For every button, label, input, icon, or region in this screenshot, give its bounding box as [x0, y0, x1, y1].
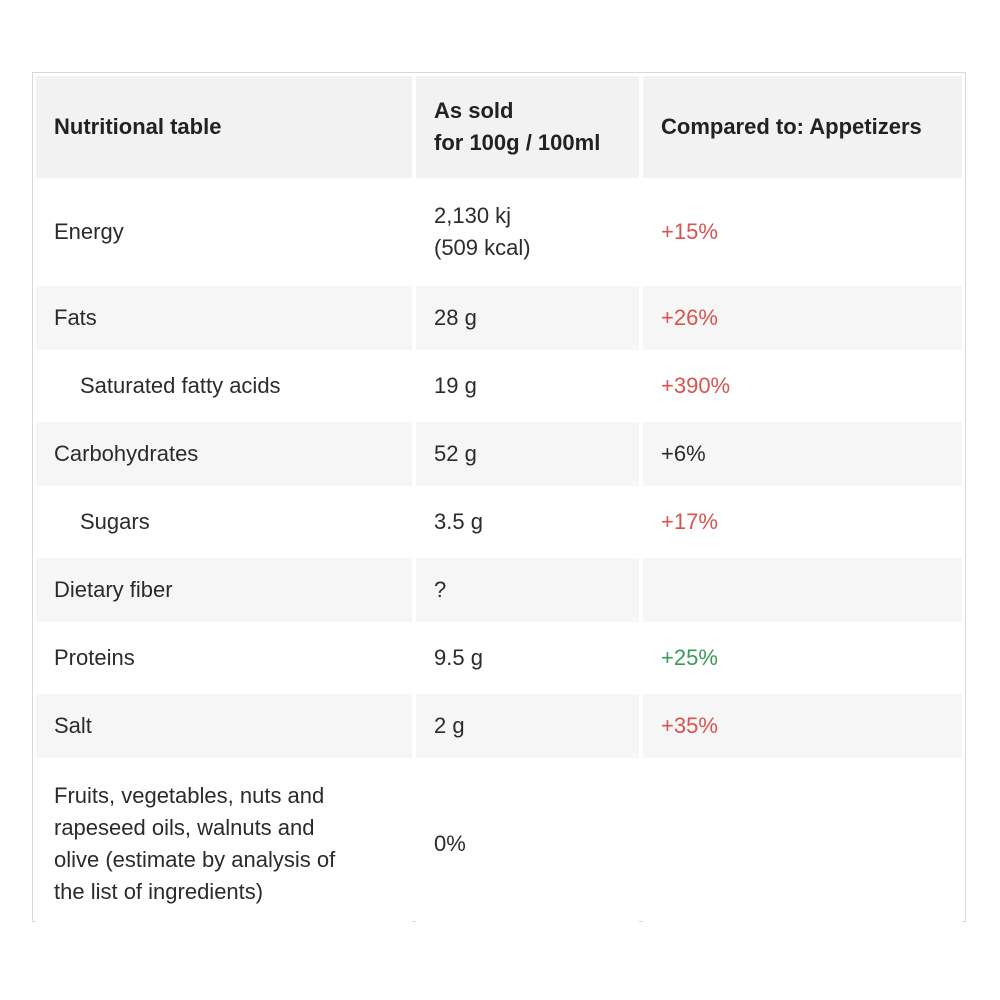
row-value: 0% — [416, 762, 639, 926]
row-compare: +17% — [643, 490, 962, 554]
row-label-line1: Fruits, vegetables, nuts and — [54, 783, 325, 808]
row-compare: +25% — [643, 626, 962, 690]
row-value: 2 g — [416, 694, 639, 758]
header-compared-to: Compared to: Appetizers — [643, 76, 962, 178]
row-compare: +6% — [643, 422, 962, 486]
row-compare — [643, 762, 962, 926]
row-value: ? — [416, 558, 639, 622]
row-compare — [643, 558, 962, 622]
row-label: Saturated fatty acids — [36, 354, 412, 418]
header-nutritional-table: Nutritional table — [36, 76, 412, 178]
row-value-line2: (509 kcal) — [434, 235, 531, 260]
row-label: Carbohydrates — [36, 422, 412, 486]
row-label-line3: olive (estimate by analysis of — [54, 847, 336, 872]
row-value: 9.5 g — [416, 626, 639, 690]
row-label: Sugars — [36, 490, 412, 554]
row-compare: +35% — [643, 694, 962, 758]
table-row-sugars: Sugars 3.5 g +17% — [36, 490, 962, 554]
row-label: Energy — [36, 182, 412, 282]
header-as-sold: As sold for 100g / 100ml — [416, 76, 639, 178]
table-row-saturated-fatty-acids: Saturated fatty acids 19 g +390% — [36, 354, 962, 418]
table-row-fruits-vegetables: Fruits, vegetables, nuts and rapeseed oi… — [36, 762, 962, 926]
nutrition-table: Nutritional table As sold for 100g / 100… — [32, 72, 966, 930]
row-value: 3.5 g — [416, 490, 639, 554]
row-label: Dietary fiber — [36, 558, 412, 622]
row-value-line1: 2,130 kj — [434, 203, 512, 228]
header-as-sold-line1: As sold — [434, 98, 514, 123]
row-label-line4: the list of ingredients) — [54, 879, 264, 904]
row-value: 52 g — [416, 422, 639, 486]
row-compare: +390% — [643, 354, 962, 418]
row-label: Salt — [36, 694, 412, 758]
row-value: 2,130 kj (509 kcal) — [416, 182, 639, 282]
header-as-sold-line2: for 100g / 100ml — [434, 130, 601, 155]
row-value: 28 g — [416, 286, 639, 350]
row-compare: +15% — [643, 182, 962, 282]
row-value: 19 g — [416, 354, 639, 418]
table-row-proteins: Proteins 9.5 g +25% — [36, 626, 962, 690]
row-compare: +26% — [643, 286, 962, 350]
table-row-dietary-fiber: Dietary fiber ? — [36, 558, 962, 622]
table-header-row: Nutritional table As sold for 100g / 100… — [36, 76, 962, 178]
table-row-salt: Salt 2 g +35% — [36, 694, 962, 758]
row-label: Proteins — [36, 626, 412, 690]
table-row-carbohydrates: Carbohydrates 52 g +6% — [36, 422, 962, 486]
table-row-fats: Fats 28 g +26% — [36, 286, 962, 350]
nutrition-table-frame: Nutritional table As sold for 100g / 100… — [32, 72, 966, 926]
row-label-line2: rapeseed oils, walnuts and — [54, 815, 315, 840]
row-label: Fruits, vegetables, nuts and rapeseed oi… — [36, 762, 412, 926]
table-row-energy: Energy 2,130 kj (509 kcal) +15% — [36, 182, 962, 282]
row-label: Fats — [36, 286, 412, 350]
